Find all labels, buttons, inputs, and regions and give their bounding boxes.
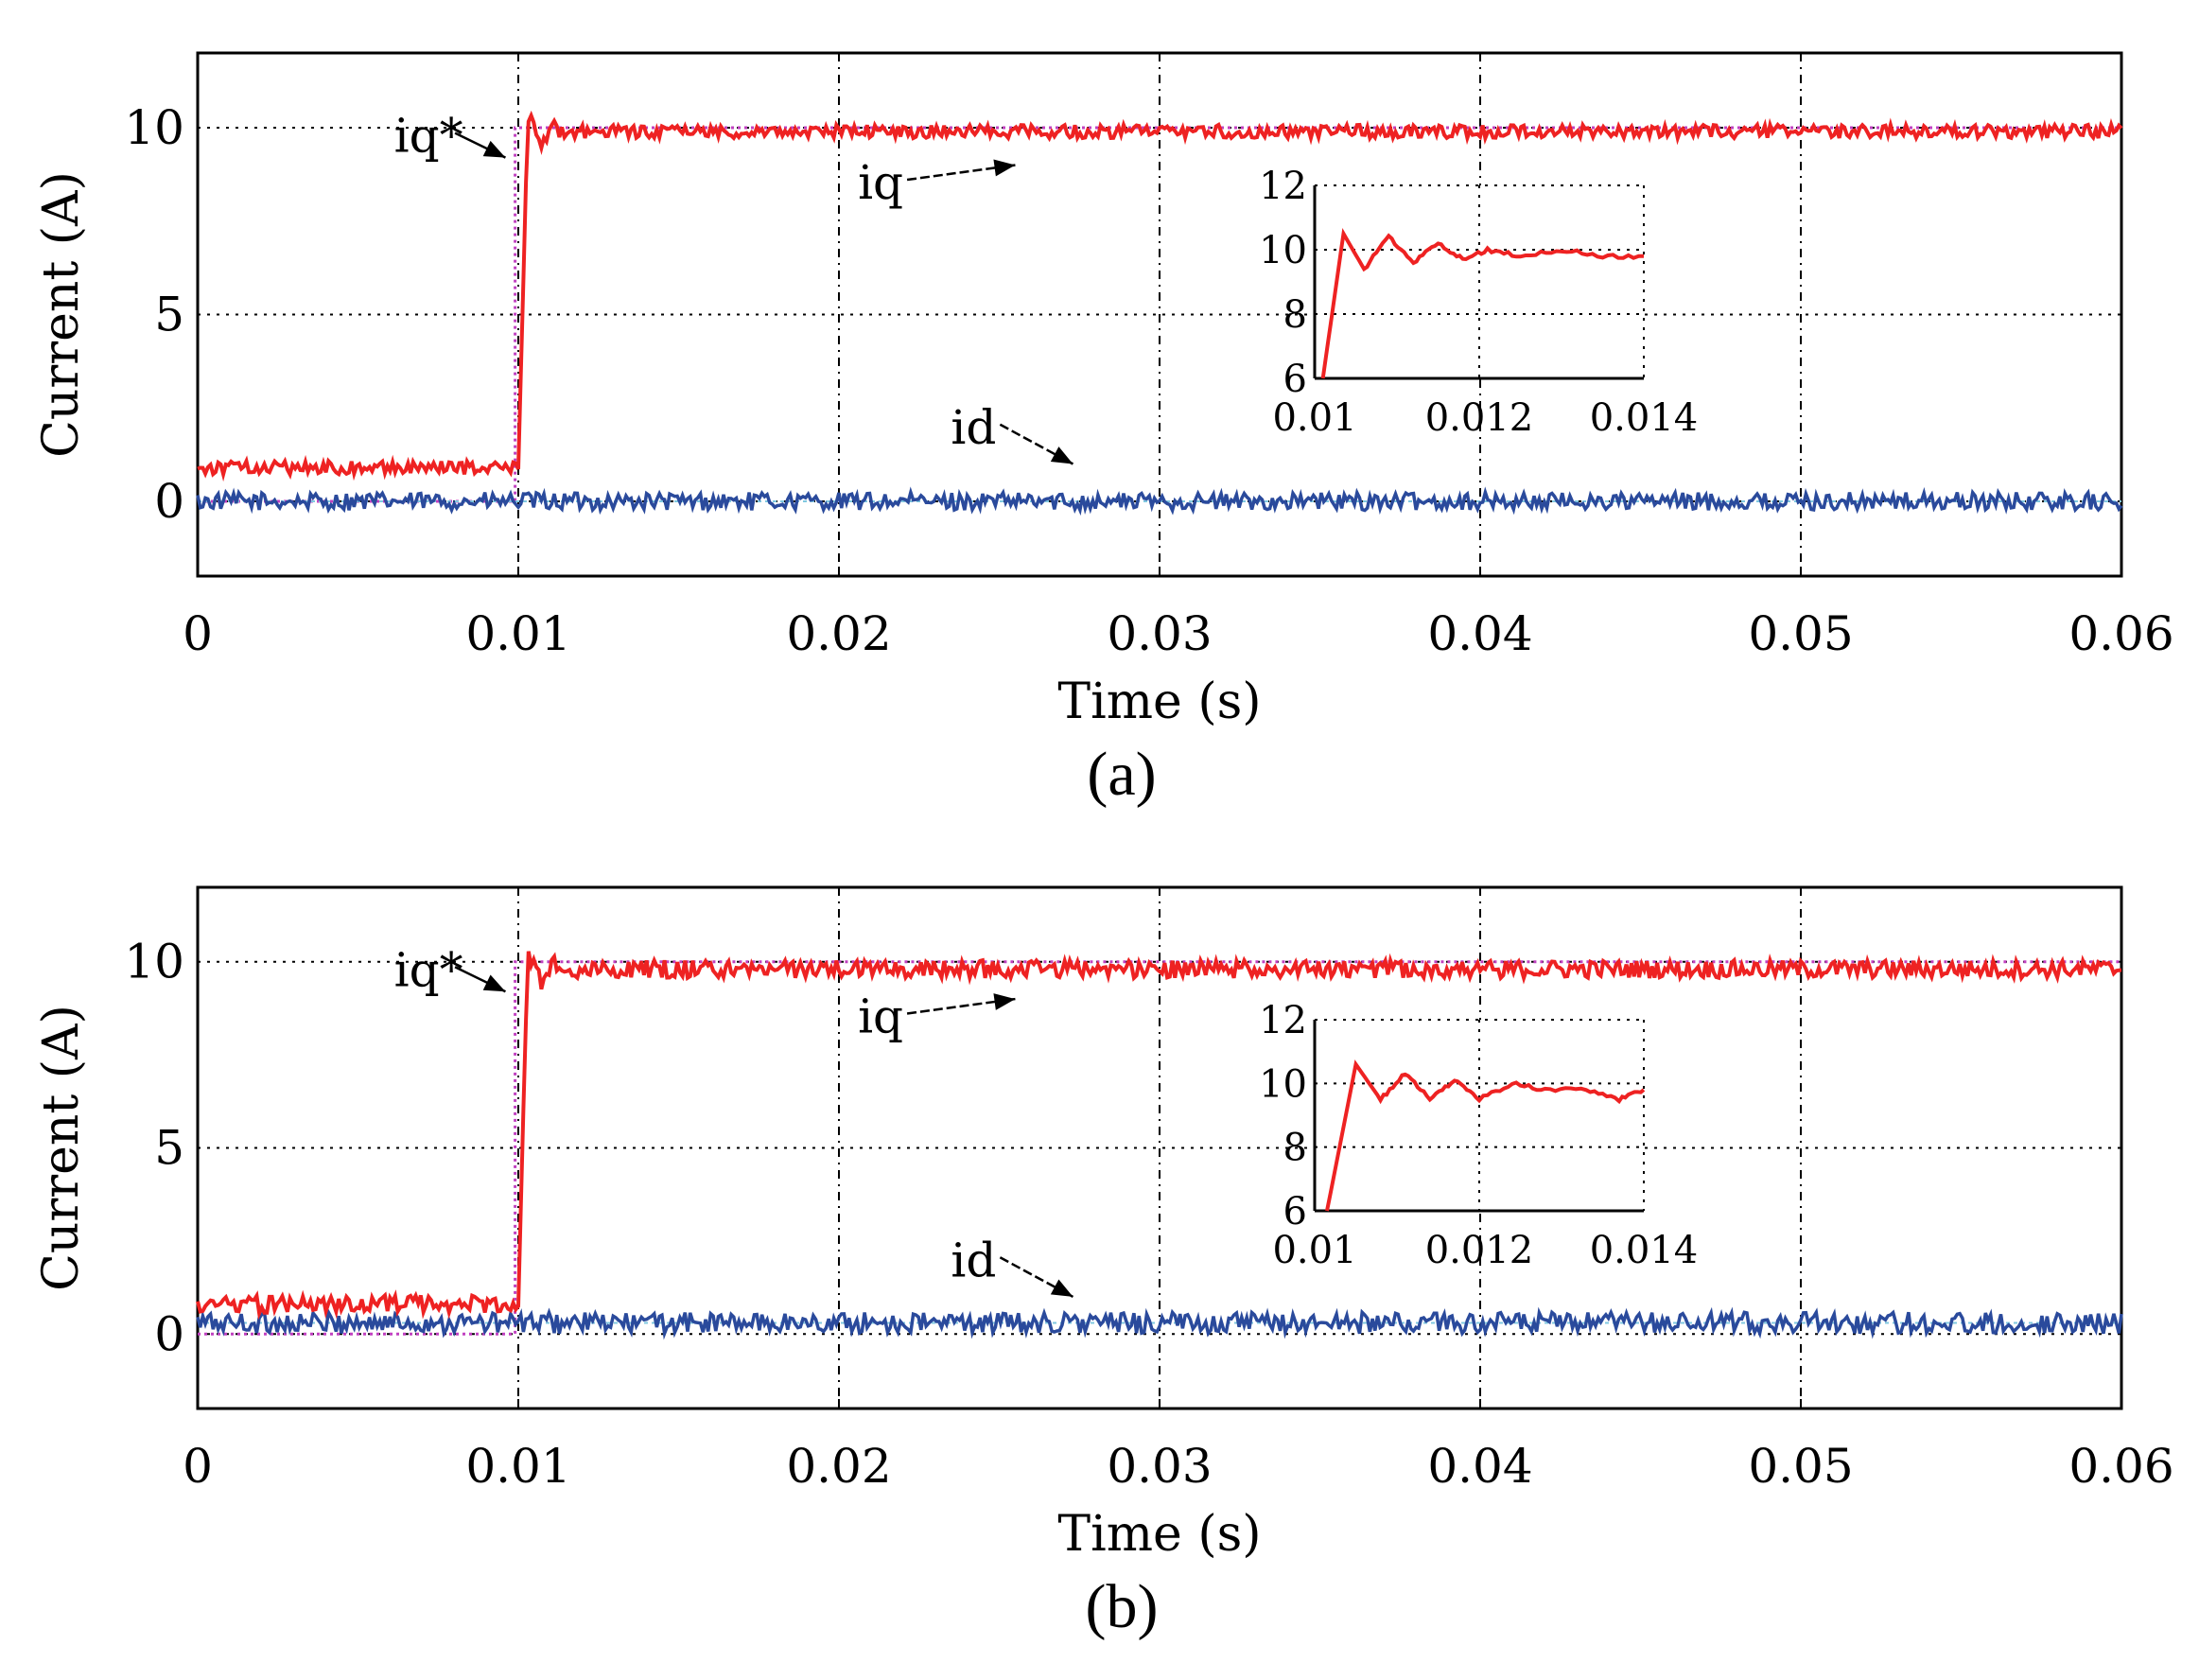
panel-caption: (a) [1087,740,1156,809]
annotation-iq-label: iq [858,989,903,1043]
annotation-id-arrowhead [1050,1279,1073,1297]
inset-series-iq-line [1320,227,1645,379]
y-tick-label: 10 [124,935,184,989]
y-tick-label: 5 [154,1121,184,1176]
series-id-line [196,486,2123,516]
inset-x-tick-label: 0.014 [1590,396,1699,440]
x-axis-label: Time (s) [1057,674,1261,730]
x-tick-label: 0 [183,1439,213,1494]
x-tick-label: 0.06 [2068,606,2173,661]
inset-y-tick-label: 12 [1259,165,1307,208]
x-tick-label: 0.06 [2068,1439,2173,1494]
annotation-id-label: id [951,400,996,455]
x-tick-label: 0.04 [1427,1439,1532,1494]
x-tick-label: 0.03 [1107,1439,1212,1494]
inset-x-tick-label: 0.01 [1272,396,1356,440]
x-tick-label: 0.01 [465,606,570,661]
inset-series-iq-line [1325,1059,1646,1212]
y-axis-label: Current (A) [33,1005,90,1291]
chart-b: 0 0.01 0.02 0.03 0.04 0.05 0.06 0 5 10 Time (s) Cur… [33,885,2174,1641]
annotation-iq-ref-arrowhead [482,974,506,992]
inset-y-tick-label: 6 [1283,1190,1307,1234]
inset-y-tick-label: 12 [1259,999,1307,1042]
series-iq-line [197,110,2123,482]
annotation-iq-arrow-shaft [906,997,1016,1015]
inset-x-tick-label: 0.012 [1425,1229,1534,1272]
annotation-iq-arrowhead [993,159,1016,177]
x-tick-label: 0.04 [1427,606,1532,661]
inset-y-tick-label: 10 [1259,229,1307,272]
panel-caption: (b) [1086,1572,1159,1641]
y-tick-label: 0 [154,474,184,529]
inset-y-tick-label: 8 [1283,1127,1307,1170]
annotation-iq-label: iq [858,155,903,210]
annotation-iq-arrowhead [993,993,1016,1010]
series-iq-ref-line [198,960,2121,1336]
y-tick-label: 0 [154,1306,184,1361]
chart-a: 0 0.01 0.02 0.03 0.04 0.05 0.06 0 5 10 Time (s) Cur… [33,51,2174,809]
x-tick-label: 0.01 [465,1439,570,1494]
inset-x-tick-label: 0.014 [1590,1229,1699,1272]
x-tick-label: 0.05 [1748,1439,1853,1494]
annotation-iq-arrow-shaft [906,164,1016,182]
annotation-iq-ref-arrowhead [482,140,506,158]
x-tick-label: 0.02 [786,1439,891,1494]
annotation-id-label: id [951,1233,996,1287]
x-axis-label: Time (s) [1057,1506,1261,1563]
x-tick-label: 0.03 [1107,606,1212,661]
x-tick-label: 0.02 [786,606,891,661]
annotation-id-arrowhead [1050,446,1073,464]
series-iq-ref-line [198,126,2121,503]
inset-y-tick-label: 8 [1283,293,1307,337]
x-tick-label: 0 [183,606,213,661]
inset-y-tick-label: 10 [1259,1062,1307,1106]
y-axis-label: Current (A) [33,171,90,458]
series-id-line [196,1306,2123,1340]
inset-x-tick-label: 0.012 [1425,396,1534,440]
annotation-iq-ref-label: iq* [394,109,463,164]
x-tick-label: 0.05 [1748,606,1853,661]
inset-y-tick-label: 6 [1283,358,1307,401]
y-tick-label: 5 [154,288,184,342]
inset-x-tick-label: 0.01 [1272,1229,1356,1272]
y-tick-label: 10 [124,100,184,155]
series-iq-line [196,951,2122,1321]
annotation-iq-ref-label: iq* [394,942,463,997]
